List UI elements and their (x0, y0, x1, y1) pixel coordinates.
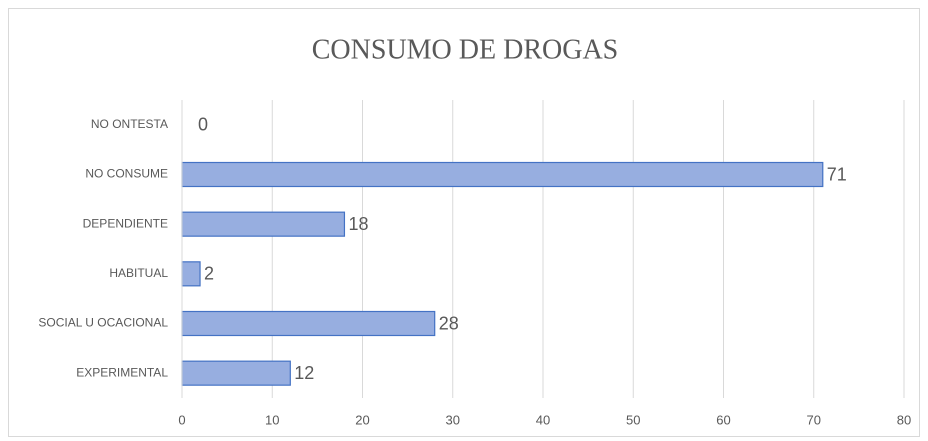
x-tick-label: 10 (265, 412, 279, 427)
bar (181, 161, 824, 188)
data-label: 28 (439, 313, 459, 333)
bar (181, 360, 291, 386)
data-label: 0 (198, 115, 208, 135)
y-tick-label: SOCIAL U OCACIONAL (38, 316, 168, 330)
x-tick-label: 60 (716, 412, 730, 427)
x-tick-label: 30 (446, 412, 460, 427)
x-tick-label: 80 (897, 412, 911, 427)
x-tick-label: 50 (626, 412, 640, 427)
bar (181, 261, 201, 287)
bar (181, 211, 346, 237)
x-tick-label: 40 (536, 412, 550, 427)
bar (181, 310, 436, 337)
y-tick-label: DEPENDIENTE (83, 216, 168, 230)
y-tick-label: NO ONTESTA (91, 117, 168, 131)
chart-title: CONSUMO DE DROGAS (312, 34, 618, 65)
data-label: 2 (204, 264, 214, 284)
y-tick-label: NO CONSUME (85, 167, 168, 181)
x-tick-label: 20 (355, 412, 369, 427)
y-tick-label: EXPERIMENTAL (76, 365, 168, 379)
data-label: 12 (294, 363, 314, 383)
chart-border (8, 8, 920, 437)
data-label: 18 (348, 214, 368, 234)
x-tick-label: 0 (178, 412, 185, 427)
y-tick-label: HABITUAL (109, 266, 168, 280)
data-label: 71 (827, 164, 847, 184)
x-tick-label: 70 (807, 412, 821, 427)
